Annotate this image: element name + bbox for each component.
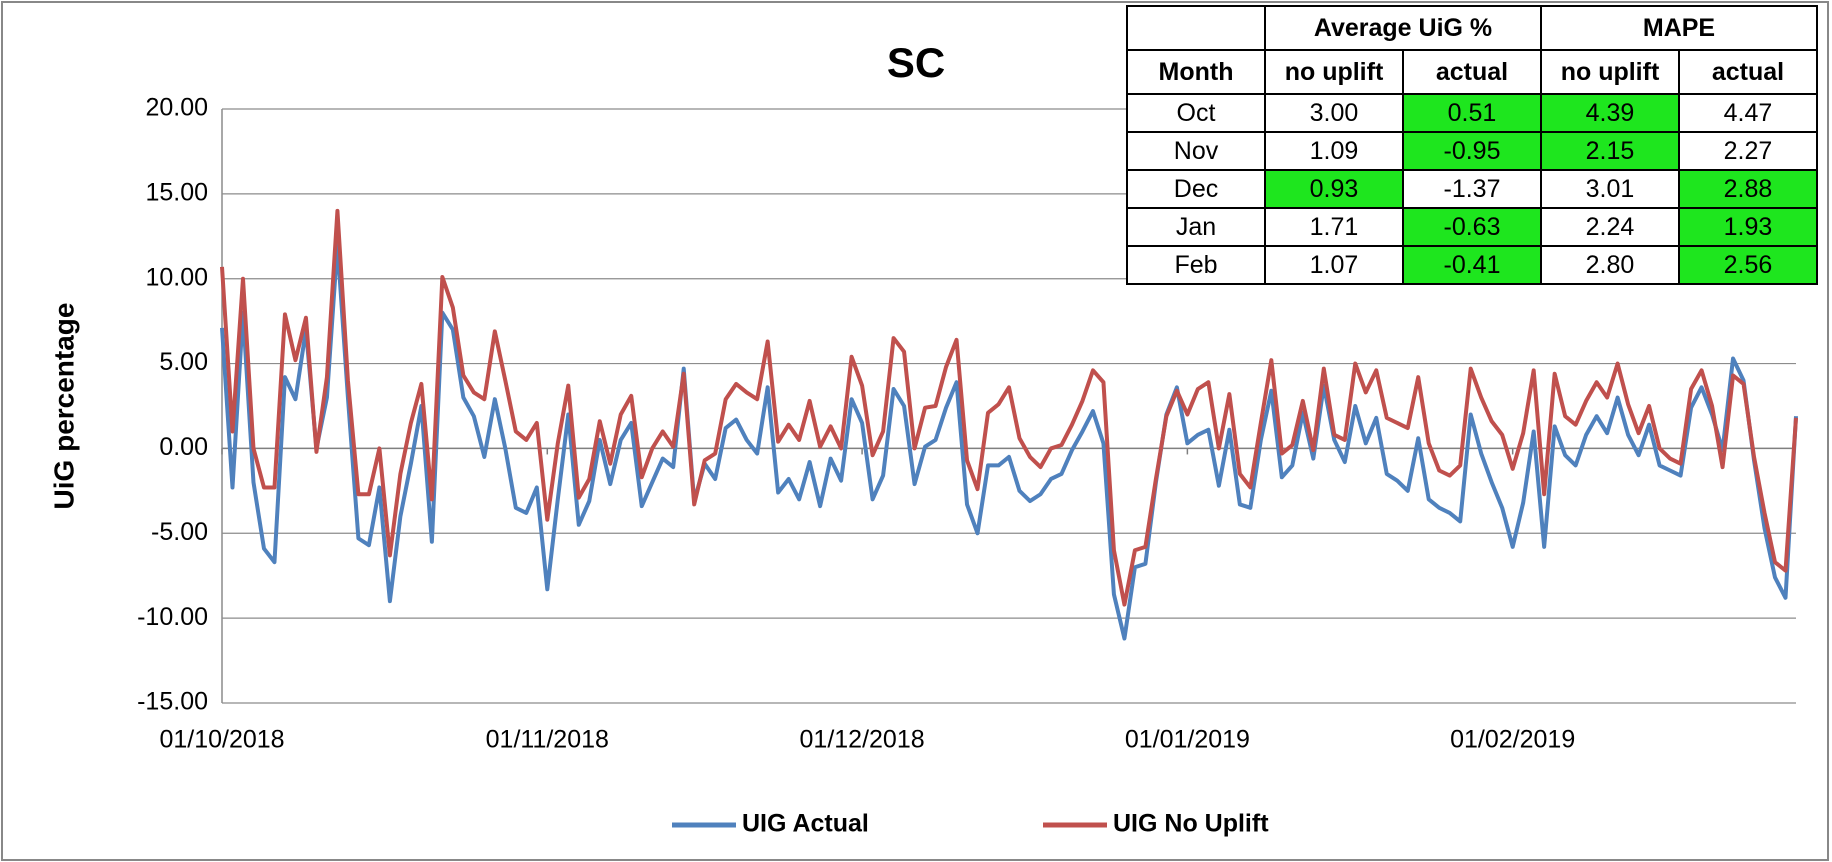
table-cell: 2.80 (1540, 245, 1680, 285)
table-cell: Nov (1126, 131, 1266, 171)
table-column-header: no uplift (1264, 49, 1404, 95)
y-tick-label: 10.00 (145, 263, 208, 291)
y-tick-label: -5.00 (151, 518, 208, 546)
y-tick-label: -15.00 (137, 688, 208, 716)
table-cell: 2.24 (1540, 207, 1680, 247)
legend-label: UIG Actual (742, 810, 869, 838)
table-cell: 4.47 (1678, 93, 1818, 133)
table-row: Feb 1.07 -0.41 2.80 2.56 (1126, 245, 1818, 285)
x-tick-label: 01/12/2018 (800, 726, 925, 754)
table-column-header: Month (1126, 49, 1266, 95)
table-cell: 3.01 (1540, 169, 1680, 209)
table-row: Nov 1.09 -0.95 2.15 2.27 (1126, 131, 1818, 171)
x-tick-label: 01/10/2018 (159, 726, 284, 754)
table-cell: 1.93 (1678, 207, 1818, 247)
chart-title: SC (887, 39, 945, 86)
table-cell: 0.51 (1402, 93, 1542, 133)
table-group-header: MAPE (1540, 5, 1818, 51)
x-tick-label: 01/02/2019 (1450, 726, 1575, 754)
table-cell: 2.88 (1678, 169, 1818, 209)
y-tick-label: 20.00 (145, 94, 208, 122)
table-cell: Dec (1126, 169, 1266, 209)
summary-table: Average UiG % MAPE Month no uplift actua… (1126, 5, 1818, 285)
y-tick-label: 5.00 (159, 348, 208, 376)
table-group-header: Average UiG % (1264, 5, 1542, 51)
table-cell: -1.37 (1402, 169, 1542, 209)
table-column-header: actual (1402, 49, 1542, 95)
series-line (220, 208, 1798, 607)
series-line (220, 242, 1798, 641)
y-axis-label: UiG percentage (48, 303, 79, 510)
table-cell: 4.39 (1540, 93, 1680, 133)
table-cell: -0.41 (1402, 245, 1542, 285)
table-cell: 2.15 (1540, 131, 1680, 171)
table-cell: 1.71 (1264, 207, 1404, 247)
table-cell: 2.56 (1678, 245, 1818, 285)
x-tick-label: 01/01/2019 (1125, 726, 1250, 754)
table-column-header: no uplift (1540, 49, 1680, 95)
table-column-header: actual (1678, 49, 1818, 95)
table-column-row: Month no uplift actual no uplift actual (1126, 49, 1818, 95)
table-cell: 0.93 (1264, 169, 1404, 209)
y-tick-label: 15.00 (145, 178, 208, 206)
table-cell: 1.07 (1264, 245, 1404, 285)
table-cell: 3.00 (1264, 93, 1404, 133)
table-corner (1126, 5, 1266, 51)
table-cell: 2.27 (1678, 131, 1818, 171)
table-group-row: Average UiG % MAPE (1126, 5, 1818, 51)
table-cell: -0.63 (1402, 207, 1542, 247)
y-tick-label: -10.00 (137, 603, 208, 631)
table-cell: Oct (1126, 93, 1266, 133)
table-row: Jan 1.71 -0.63 2.24 1.93 (1126, 207, 1818, 247)
legend-label: UIG No Uplift (1113, 810, 1269, 838)
x-tick-label: 01/11/2018 (486, 726, 609, 754)
y-tick-label: 0.00 (159, 433, 208, 461)
table-row: Dec 0.93 -1.37 3.01 2.88 (1126, 169, 1818, 209)
table-cell: -0.95 (1402, 131, 1542, 171)
table-row: Oct 3.00 0.51 4.39 4.47 (1126, 93, 1818, 133)
table-cell: Feb (1126, 245, 1266, 285)
table-cell: Jan (1126, 207, 1266, 247)
table-cell: 1.09 (1264, 131, 1404, 171)
